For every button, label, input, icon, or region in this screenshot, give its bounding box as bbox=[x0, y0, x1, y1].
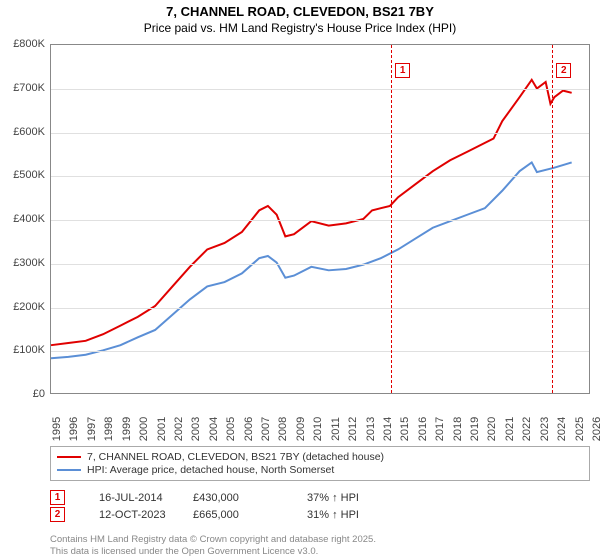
x-tick-label: 2022 bbox=[521, 417, 533, 441]
y-tick-label: £700K bbox=[0, 82, 48, 94]
x-tick-label: 2007 bbox=[260, 417, 272, 441]
x-tick-label: 2026 bbox=[591, 417, 600, 441]
x-tick-label: 2009 bbox=[295, 417, 307, 441]
series-price_paid bbox=[51, 80, 572, 345]
y-tick-label: £400K bbox=[0, 213, 48, 225]
chart-marker-2: 2 bbox=[556, 63, 571, 78]
attribution-footer: Contains HM Land Registry data © Crown c… bbox=[50, 534, 376, 558]
chart-plot-area: 1995199619971998199920002001200220032004… bbox=[50, 44, 590, 394]
x-tick-label: 2002 bbox=[173, 417, 185, 441]
x-tick-label: 2011 bbox=[330, 417, 342, 441]
x-tick-label: 2013 bbox=[365, 417, 377, 441]
x-tick-label: 2017 bbox=[434, 417, 446, 441]
sale-marker-2: 2 bbox=[50, 507, 65, 522]
x-tick-label: 2008 bbox=[277, 417, 289, 441]
y-tick-label: £0 bbox=[0, 388, 48, 400]
x-tick-label: 1997 bbox=[86, 417, 98, 441]
footer-line-1: Contains HM Land Registry data © Crown c… bbox=[50, 534, 376, 546]
x-tick-label: 2021 bbox=[504, 417, 516, 441]
x-tick-label: 2006 bbox=[243, 417, 255, 441]
sale-price: £665,000 bbox=[193, 509, 303, 521]
series-hpi bbox=[51, 162, 572, 358]
legend-swatch-1 bbox=[57, 456, 81, 458]
x-tick-label: 2005 bbox=[225, 417, 237, 441]
sale-date: 12-OCT-2023 bbox=[69, 509, 189, 521]
x-tick-label: 2020 bbox=[486, 417, 498, 441]
x-tick-label: 2015 bbox=[399, 417, 411, 441]
title-address: 7, CHANNEL ROAD, CLEVEDON, BS21 7BY bbox=[0, 4, 600, 19]
x-tick-label: 2010 bbox=[312, 417, 324, 441]
x-tick-label: 2018 bbox=[452, 417, 464, 441]
y-tick-label: £100K bbox=[0, 344, 48, 356]
legend-label-2: HPI: Average price, detached house, Nort… bbox=[87, 464, 334, 476]
x-tick-label: 2016 bbox=[417, 417, 429, 441]
y-tick-label: £200K bbox=[0, 301, 48, 313]
legend-item-price-paid: 7, CHANNEL ROAD, CLEVEDON, BS21 7BY (det… bbox=[57, 451, 583, 463]
x-tick-label: 2023 bbox=[539, 417, 551, 441]
legend-swatch-2 bbox=[57, 469, 81, 471]
y-tick-label: £800K bbox=[0, 38, 48, 50]
x-tick-label: 2004 bbox=[208, 417, 220, 441]
y-tick-label: £500K bbox=[0, 169, 48, 181]
table-row: 2 12-OCT-2023 £665,000 31% ↑ HPI bbox=[50, 507, 590, 522]
sale-pct: 37% ↑ HPI bbox=[307, 492, 427, 504]
sales-table: 1 16-JUL-2014 £430,000 37% ↑ HPI 2 12-OC… bbox=[50, 488, 590, 524]
x-tick-label: 2019 bbox=[469, 417, 481, 441]
x-tick-label: 2000 bbox=[138, 417, 150, 441]
x-tick-label: 1998 bbox=[103, 417, 115, 441]
chart-svg bbox=[51, 45, 589, 393]
x-tick-label: 2025 bbox=[574, 417, 586, 441]
x-tick-label: 1996 bbox=[68, 417, 80, 441]
x-tick-label: 1995 bbox=[51, 417, 63, 441]
x-tick-label: 2001 bbox=[156, 417, 168, 441]
x-tick-label: 2024 bbox=[556, 417, 568, 441]
title-subtitle: Price paid vs. HM Land Registry's House … bbox=[0, 21, 600, 35]
sale-marker-1: 1 bbox=[50, 490, 65, 505]
x-tick-label: 2003 bbox=[190, 417, 202, 441]
footer-line-2: This data is licensed under the Open Gov… bbox=[50, 546, 376, 558]
sale-pct: 31% ↑ HPI bbox=[307, 509, 427, 521]
y-tick-label: £300K bbox=[0, 257, 48, 269]
table-row: 1 16-JUL-2014 £430,000 37% ↑ HPI bbox=[50, 490, 590, 505]
x-tick-label: 2014 bbox=[382, 417, 394, 441]
legend: 7, CHANNEL ROAD, CLEVEDON, BS21 7BY (det… bbox=[50, 446, 590, 481]
y-tick-label: £600K bbox=[0, 126, 48, 138]
chart-marker-1: 1 bbox=[395, 63, 410, 78]
legend-label-1: 7, CHANNEL ROAD, CLEVEDON, BS21 7BY (det… bbox=[87, 451, 384, 463]
sale-price: £430,000 bbox=[193, 492, 303, 504]
sale-date: 16-JUL-2014 bbox=[69, 492, 189, 504]
x-tick-label: 2012 bbox=[347, 417, 359, 441]
x-tick-label: 1999 bbox=[121, 417, 133, 441]
legend-item-hpi: HPI: Average price, detached house, Nort… bbox=[57, 464, 583, 476]
chart-title: 7, CHANNEL ROAD, CLEVEDON, BS21 7BY Pric… bbox=[0, 0, 600, 37]
